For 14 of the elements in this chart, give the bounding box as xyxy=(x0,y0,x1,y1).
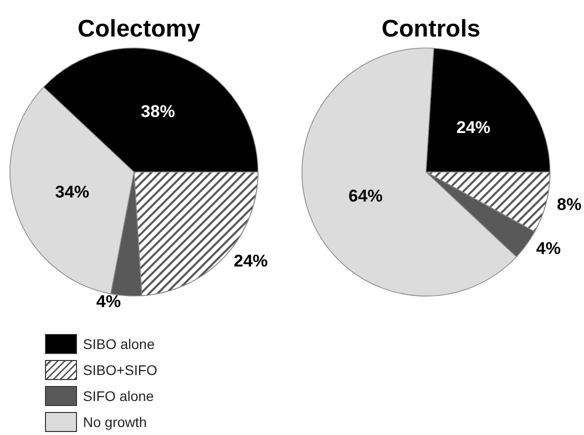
data-label: 24% xyxy=(456,118,490,138)
data-label: 24% xyxy=(234,251,268,270)
chart-title: Controls xyxy=(382,16,480,42)
data-label: 64% xyxy=(348,186,383,206)
legend-label: SIBO alone xyxy=(83,336,155,352)
data-label: 38% xyxy=(140,102,175,122)
legend-label: SIFO alone xyxy=(83,388,154,404)
data-label: 4% xyxy=(536,238,561,258)
data-label: 34% xyxy=(55,182,90,202)
slice-label: SIBO+SIFO xyxy=(83,362,158,378)
legend-label: No growth xyxy=(83,414,147,430)
chart-title: Colectomy xyxy=(78,16,201,42)
data-label: 8% xyxy=(556,194,582,214)
data-label: 4% xyxy=(96,292,121,312)
